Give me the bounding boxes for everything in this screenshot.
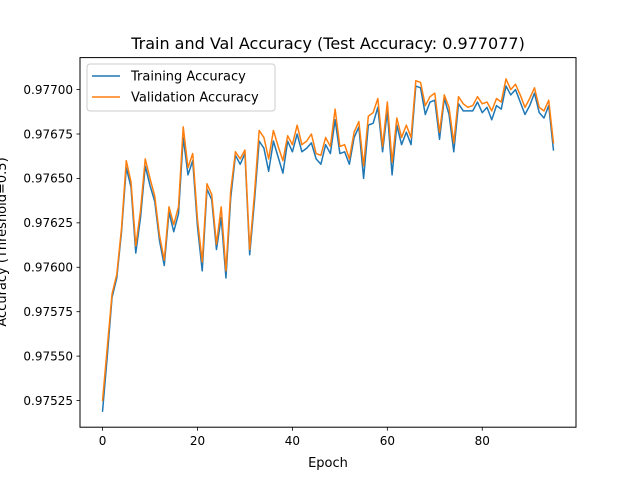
x-tick-label: 40	[285, 434, 300, 448]
y-tick-label: 0.97600	[23, 261, 73, 275]
y-tick-label: 0.97650	[23, 172, 73, 186]
x-tick-label: 20	[190, 434, 205, 448]
legend-label: Validation Accuracy	[131, 91, 259, 106]
x-axis: 0 20 40 60 80	[99, 427, 490, 448]
y-axis-label: Accuracy (Threshold=0.5)	[0, 157, 10, 326]
y-tick-label: 0.97575	[23, 305, 73, 319]
y-tick-label: 0.97700	[23, 83, 73, 97]
plot-area	[101, 78, 555, 412]
legend-label: Training Accuracy	[130, 70, 246, 85]
y-tick-label: 0.97675	[23, 127, 73, 141]
y-tick-label: 0.97625	[23, 216, 73, 230]
legend: Training Accuracy Validation Accuracy	[86, 63, 276, 112]
legend-box	[86, 63, 276, 112]
series-line-validation	[101, 78, 555, 402]
y-axis: 0.97525 0.97550 0.97575 0.97600 0.97625 0.976…	[23, 83, 80, 408]
x-tick-label: 80	[475, 434, 490, 448]
x-tick-label: 0	[99, 434, 107, 448]
y-tick-label: 0.97550	[23, 349, 73, 363]
series-line-training	[101, 85, 555, 412]
x-tick-label: 60	[380, 434, 395, 448]
chart-title: Train and Val Accuracy (Test Accuracy: 0…	[130, 34, 525, 53]
y-tick-label: 0.97525	[23, 394, 73, 408]
x-axis-label: Epoch	[308, 456, 348, 471]
axes-frame	[79, 57, 577, 428]
